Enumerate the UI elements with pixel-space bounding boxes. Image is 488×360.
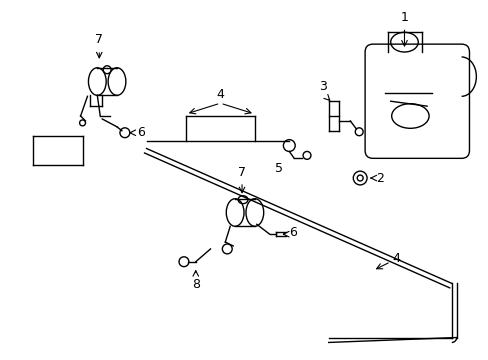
Text: 6: 6 bbox=[289, 226, 297, 239]
Text: 1: 1 bbox=[400, 12, 407, 24]
Text: 6: 6 bbox=[137, 126, 144, 139]
Text: 4: 4 bbox=[216, 88, 224, 101]
Text: 3: 3 bbox=[318, 80, 326, 93]
Text: 2: 2 bbox=[375, 171, 383, 185]
Text: 7: 7 bbox=[95, 33, 103, 46]
Text: 7: 7 bbox=[238, 166, 245, 179]
Text: 5: 5 bbox=[275, 162, 283, 175]
Text: 4: 4 bbox=[392, 252, 400, 265]
Text: 8: 8 bbox=[191, 278, 200, 292]
